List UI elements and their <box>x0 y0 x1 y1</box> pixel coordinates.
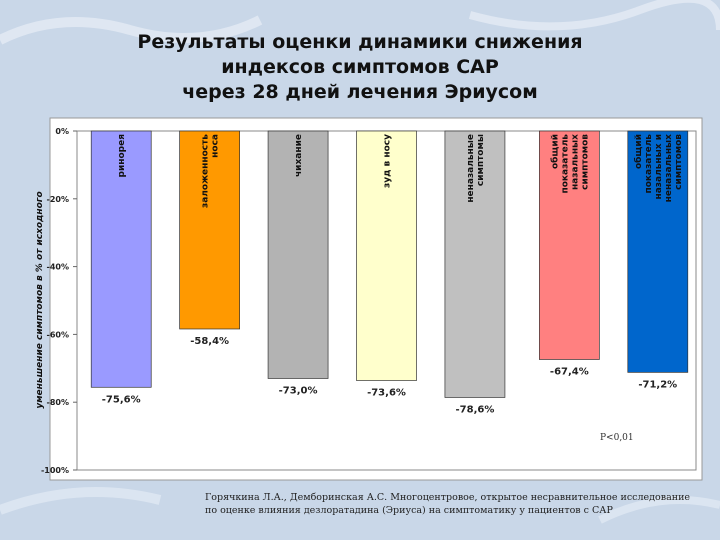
bar-4 <box>356 130 417 381</box>
bar-3 <box>267 130 329 379</box>
caption-line-2: по оценке влияния дезлоратадина (Эриуса)… <box>205 505 613 516</box>
category-label: общийпоказательназальных иненазальныхсим… <box>633 134 684 203</box>
p-value-annotation: P<0,01 <box>600 433 634 443</box>
value-label: -67,4% <box>550 366 589 377</box>
bar-2 <box>179 130 240 330</box>
category-label: общийпоказательназальныхсимптомов <box>549 134 590 194</box>
slide-title: Результаты оценки динамики снижения инде… <box>60 30 660 105</box>
bar-1 <box>90 130 152 388</box>
y-tick-label: -40% <box>47 263 69 272</box>
caption-line-1: Горячкина Л.А., Демборинская А.С. Многоц… <box>205 492 691 503</box>
y-tick-label: -80% <box>47 398 69 407</box>
value-label: -71,2% <box>638 379 677 390</box>
value-label: -58,4% <box>190 336 229 347</box>
bar-7 <box>627 130 689 373</box>
value-label: -73,6% <box>367 388 406 399</box>
title-line-3: через 28 дней лечения Эриусом <box>182 81 538 103</box>
value-label: -78,6% <box>456 404 495 415</box>
y-axis: 0% -20% -40% -60% -80% -100% <box>41 127 77 475</box>
category-label: чихание <box>294 134 304 177</box>
title-line-1: Результаты оценки динамики снижения <box>137 31 583 53</box>
y-tick-label: -20% <box>47 195 69 204</box>
category-label: ринорея <box>117 134 127 178</box>
value-label: -73,0% <box>279 385 318 396</box>
value-label: -75,6% <box>102 394 141 405</box>
bars-group: ринорея -75,6% заложенностьноса -58,4% чихан… <box>90 130 689 415</box>
y-tick-label: 0% <box>55 127 69 136</box>
category-label: заложенностьноса <box>201 134 221 208</box>
source-caption: Горячкина Л.А., Демборинская А.С. Многоц… <box>205 491 705 517</box>
category-label: зуд в носу <box>383 134 393 188</box>
y-tick-label: -60% <box>47 330 69 339</box>
y-tick-label: -100% <box>41 466 69 475</box>
y-axis-label: уменьшение симптомов в % от исходного <box>35 191 45 408</box>
category-label: неназальныесимптомы <box>466 134 486 203</box>
bar-6 <box>539 130 600 360</box>
bar-5 <box>444 130 506 398</box>
title-line-2: индексов симптомов САР <box>221 56 499 78</box>
